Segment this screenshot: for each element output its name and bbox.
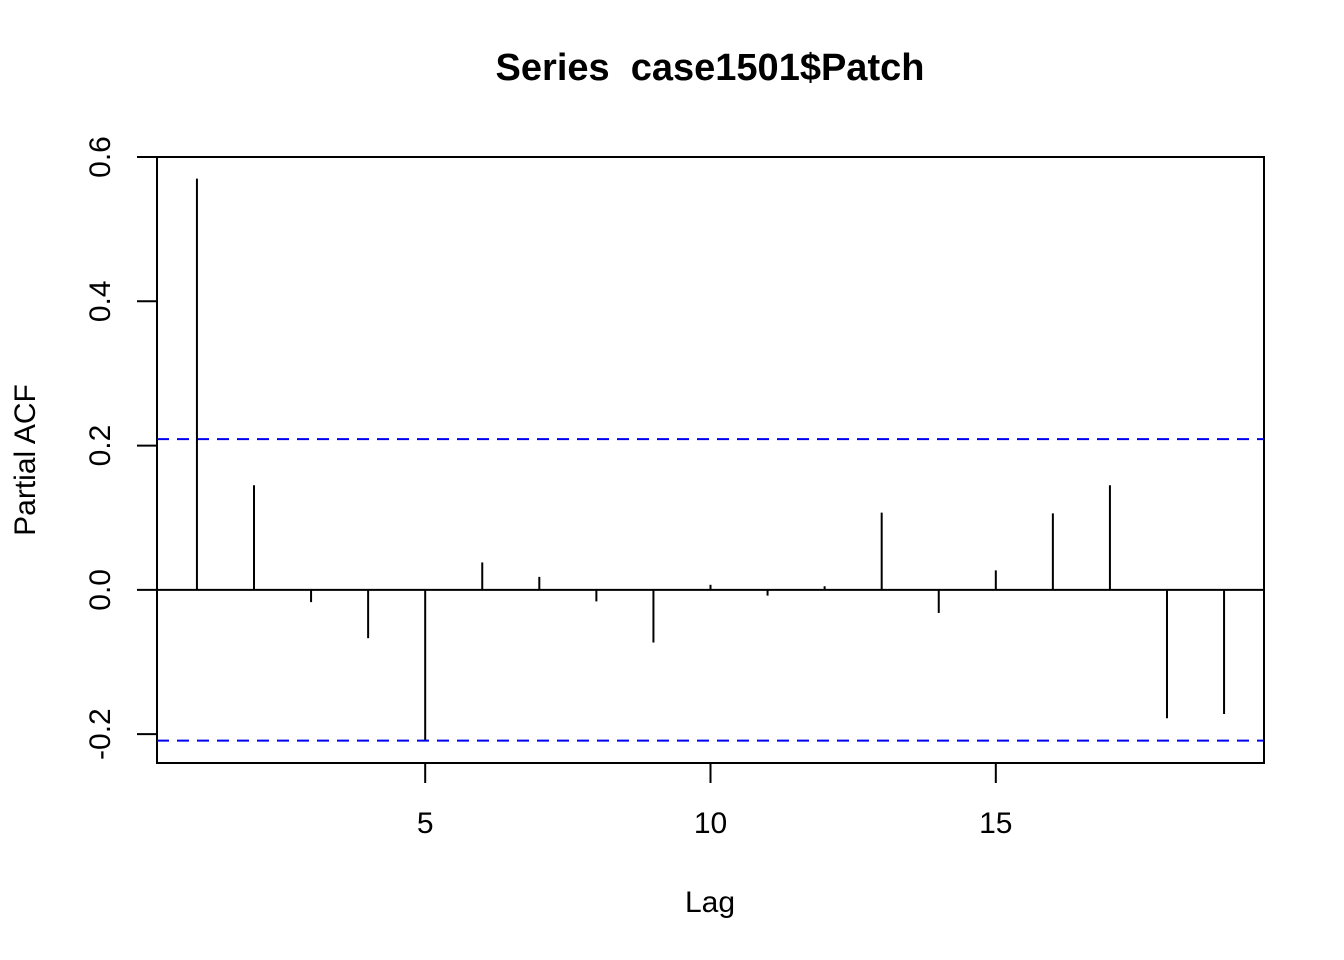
x-tick-label-10: 10 bbox=[694, 807, 727, 840]
pacf-spikes bbox=[195, 178, 1226, 740]
chart-title: Series case1501$Patch bbox=[496, 47, 925, 89]
y-tick-label-3: 0.4 bbox=[84, 280, 117, 322]
y-tick-label-2: 0.2 bbox=[84, 425, 117, 467]
y-tick-label-4: 0.6 bbox=[84, 136, 117, 178]
y-axis: -0.2 0.0 0.2 0.4 0.6 bbox=[84, 136, 157, 760]
x-tick-label-5: 5 bbox=[417, 807, 434, 840]
x-tick-label-15: 15 bbox=[979, 807, 1012, 840]
x-axis-label: Lag bbox=[685, 886, 735, 919]
y-tick-label-1: 0.0 bbox=[84, 569, 117, 611]
x-axis: 5 10 15 bbox=[417, 763, 1012, 840]
y-axis-label: Partial ACF bbox=[9, 384, 42, 536]
plot-frame bbox=[156, 156, 1265, 764]
confidence-bounds bbox=[157, 438, 1264, 742]
y-tick-label-0: -0.2 bbox=[84, 708, 117, 760]
